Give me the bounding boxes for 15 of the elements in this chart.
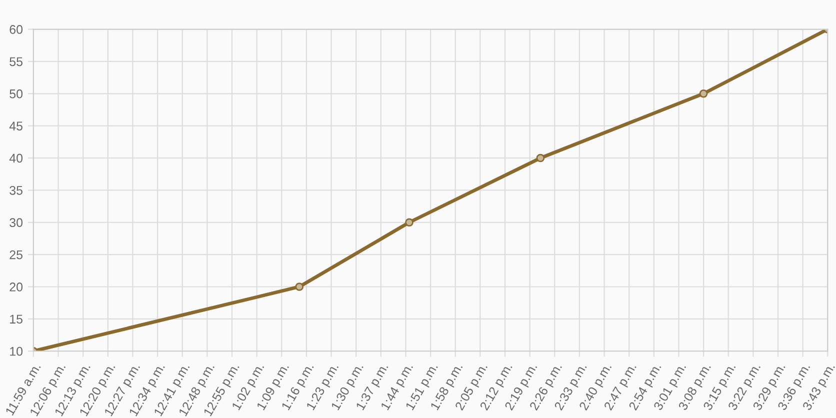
y-tick-label: 60 xyxy=(10,25,23,34)
point xyxy=(405,218,414,227)
y-tick-label: 30 xyxy=(10,218,23,228)
y-tick-label: 10 xyxy=(10,346,23,356)
y-tick-label: 25 xyxy=(10,250,22,260)
y-tick-label: 45 xyxy=(9,122,22,130)
y-tick-label: 40 xyxy=(9,154,23,163)
point xyxy=(295,282,304,291)
point xyxy=(699,89,708,98)
y-tick-label: 35 xyxy=(10,186,22,195)
y-tick-label: 50 xyxy=(10,89,23,98)
y-tick-label: 20 xyxy=(10,282,23,292)
y-tick-label: 55 xyxy=(10,57,22,66)
y-tick-label: 15 xyxy=(10,314,22,324)
point xyxy=(536,154,545,162)
